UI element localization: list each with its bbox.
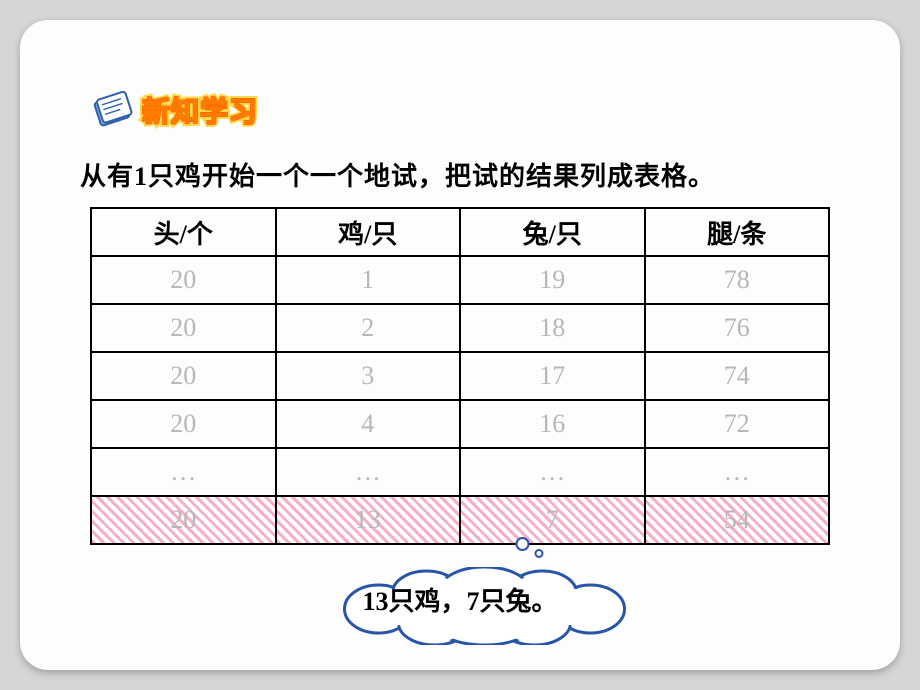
table-row: 20 4 16 72 (91, 400, 829, 448)
cell: 20 (91, 304, 276, 352)
slide-card: 新知学习 新知学习 从有1只鸡开始一个一个地试，把试的结果列成表格。 头/个 鸡… (20, 20, 900, 670)
cell: 20 (91, 352, 276, 400)
answer-text: 13只鸡，7只兔。 (334, 567, 585, 632)
cell: 78 (645, 256, 830, 304)
thought-dot-icon (535, 549, 544, 558)
cell: 76 (645, 304, 830, 352)
table-row: 20 1 19 78 (91, 256, 829, 304)
cell: 2 (276, 304, 461, 352)
section-heading: 新知学习 新知学习 (90, 90, 840, 130)
col-legs: 腿/条 (645, 208, 830, 256)
cloud-shape: 13只鸡，7只兔。 (334, 567, 585, 632)
cell: 19 (460, 256, 645, 304)
col-chickens: 鸡/只 (276, 208, 461, 256)
results-table: 头/个 鸡/只 兔/只 腿/条 20 1 19 78 20 2 18 76 20… (90, 207, 830, 545)
cell: 20 (91, 400, 276, 448)
instruction-text: 从有1只鸡开始一个一个地试，把试的结果列成表格。 (80, 156, 840, 193)
cell: 17 (460, 352, 645, 400)
cell: 4 (276, 400, 461, 448)
cell: … (91, 448, 276, 496)
table-row-highlight: 20 13 7 54 (91, 496, 829, 544)
cell: 20 (91, 496, 276, 544)
book-icon (90, 90, 134, 130)
heading-label: 新知学习 新知学习 (142, 90, 258, 130)
table-row: … … … … (91, 448, 829, 496)
thought-dot-icon (516, 537, 530, 551)
cell: … (276, 448, 461, 496)
table-row: 20 3 17 74 (91, 352, 829, 400)
cell: … (460, 448, 645, 496)
table-header-row: 头/个 鸡/只 兔/只 腿/条 (91, 208, 829, 256)
cell: 74 (645, 352, 830, 400)
cell: … (645, 448, 830, 496)
col-rabbits: 兔/只 (460, 208, 645, 256)
cell: 7 (460, 496, 645, 544)
table-row: 20 2 18 76 (91, 304, 829, 352)
cell: 72 (645, 400, 830, 448)
col-heads: 头/个 (91, 208, 276, 256)
cell: 18 (460, 304, 645, 352)
cell: 3 (276, 352, 461, 400)
answer-bubble: 13只鸡，7只兔。 (334, 567, 585, 632)
cell: 13 (276, 496, 461, 544)
cell: 1 (276, 256, 461, 304)
cell: 16 (460, 400, 645, 448)
table-body: 20 1 19 78 20 2 18 76 20 3 17 74 20 4 16 (91, 256, 829, 544)
cell: 20 (91, 256, 276, 304)
cell: 54 (645, 496, 830, 544)
